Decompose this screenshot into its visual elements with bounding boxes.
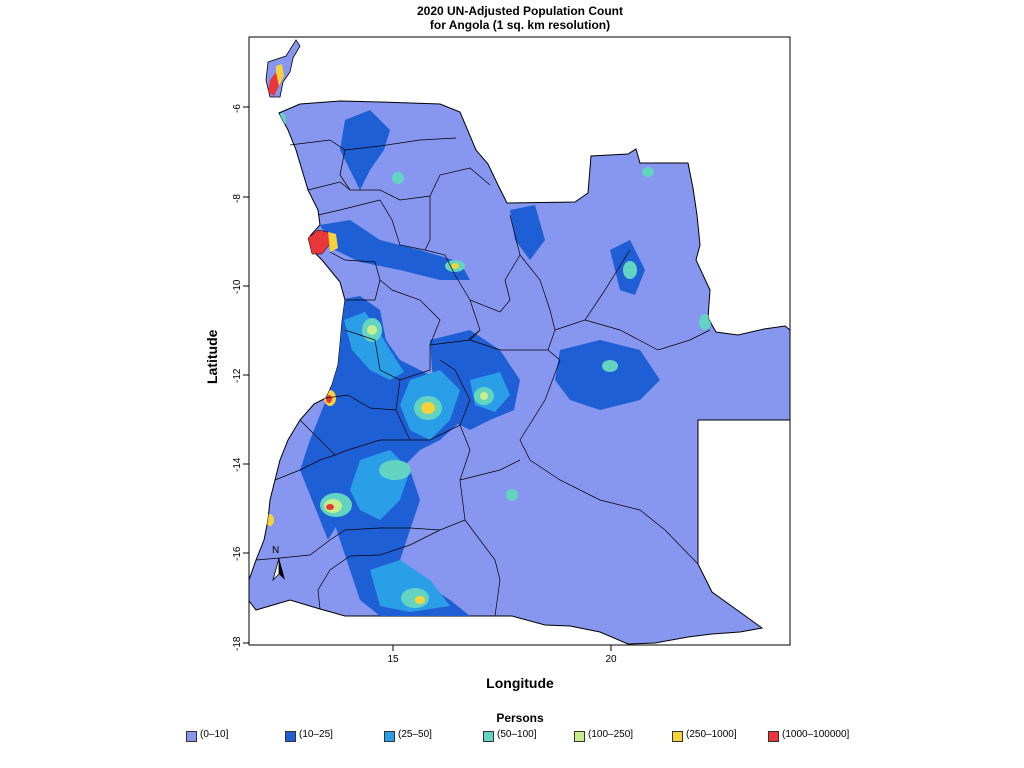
legend-swatch xyxy=(186,731,197,742)
legend-label: (0–10] xyxy=(200,729,229,740)
boundary-line xyxy=(317,529,441,610)
map-hotspot-cabinda xyxy=(268,72,279,96)
y-tick-label: -12 xyxy=(232,368,243,383)
y-axis xyxy=(243,106,250,645)
map-hotspot-south-band xyxy=(379,460,411,480)
x-axis xyxy=(392,644,612,651)
boundary-line xyxy=(344,329,431,381)
y-tick-label: -18 xyxy=(232,636,243,651)
map-title-line-2: for Angola (1 sq. km resolution) xyxy=(429,18,611,32)
map-mainland xyxy=(248,100,791,645)
boundary-line xyxy=(459,459,521,481)
legend-label: (10–25] xyxy=(299,729,333,740)
map-hotspot-malanje-core xyxy=(451,263,459,269)
map-hotspot-east xyxy=(602,360,618,372)
north-arrow-icon xyxy=(272,557,285,582)
legend-swatch xyxy=(285,731,296,742)
boundary-line xyxy=(345,279,381,301)
map-hotspot-menongue xyxy=(506,489,518,501)
y-tick-label: -8 xyxy=(232,194,243,203)
map-region-angola xyxy=(248,100,791,645)
x-tick-label: 15 xyxy=(387,654,399,665)
map-hotspot-luanda-rim xyxy=(328,232,338,252)
y-axis-label: Latitude xyxy=(204,329,220,384)
y-tick-label: -14 xyxy=(232,457,243,472)
boundary-line xyxy=(317,199,381,216)
map-hotspot-coast-mid-core xyxy=(367,325,377,335)
legend-swatch xyxy=(574,731,585,742)
legend-label: (25–50] xyxy=(398,729,432,740)
boundary-line xyxy=(307,181,351,191)
legend-swatch xyxy=(768,731,779,742)
map-density-ne-spot xyxy=(510,205,545,260)
map-hotspot-ondjiva-core xyxy=(415,596,425,604)
legend-label: (50–100] xyxy=(497,729,537,740)
boundary-line xyxy=(391,289,481,346)
map-density-coast-mid xyxy=(344,312,404,380)
boundary-line xyxy=(519,254,556,351)
legend-swatch xyxy=(672,731,683,742)
map-density-south-lower xyxy=(370,560,450,612)
legend-title: Persons xyxy=(496,711,544,725)
boundary-line xyxy=(325,394,397,411)
boundary-line xyxy=(339,149,491,201)
boundary-line xyxy=(464,519,501,617)
y-tick-label: -6 xyxy=(232,104,243,113)
legend-label: (100–250] xyxy=(588,729,634,740)
boundary-line xyxy=(519,439,699,565)
map-density-luanda-belt xyxy=(320,220,470,280)
y-tick-label: -16 xyxy=(232,546,243,561)
x-axis-label: Longitude xyxy=(486,675,554,691)
province-boundaries xyxy=(255,137,711,617)
boundary-line xyxy=(469,339,561,441)
boundary-line xyxy=(424,214,521,313)
legend-label: (1000–100000] xyxy=(782,729,850,740)
map-hotspot-namibe xyxy=(266,514,274,526)
legend-label: (250–1000] xyxy=(686,729,737,740)
map-hotspot-ondjiva xyxy=(401,588,429,608)
x-tick-label: 20 xyxy=(605,654,617,665)
y-tick-label: -10 xyxy=(232,279,243,294)
boundary-line xyxy=(299,419,410,456)
map-hotspot-huambo-mid xyxy=(421,402,435,414)
map-hotspot-dundo xyxy=(642,167,654,177)
legend-swatch xyxy=(384,731,395,742)
map-hotspot-benguela-core xyxy=(326,395,332,403)
legend-swatch xyxy=(483,731,494,742)
map-hotspot-kuito-core xyxy=(480,392,488,400)
map-hotspot-northeast xyxy=(623,261,637,279)
boundary-line xyxy=(439,359,471,426)
map-density-east xyxy=(555,340,660,410)
map-hotspot-cabinda-rim xyxy=(276,64,284,86)
map-hotspot-luena-east xyxy=(699,314,711,330)
boundary-line xyxy=(255,527,410,561)
boundary-line xyxy=(409,424,471,531)
map-density-north xyxy=(340,110,390,190)
map-hotspot-north xyxy=(392,172,404,184)
boundary-line xyxy=(379,196,431,251)
legend: (0–10] (10–25] (25–50] (50–100] (100–250… xyxy=(186,729,886,745)
boundary-line xyxy=(329,251,393,291)
boundary-line xyxy=(274,454,336,481)
boundary-line xyxy=(554,249,631,331)
boundary-line xyxy=(289,137,457,151)
north-arrow-letter: N xyxy=(272,545,280,556)
boundary-line xyxy=(584,319,711,351)
map-hotspot-lubango-core xyxy=(326,504,334,510)
map-title-line-1: 2020 UN-Adjusted Population Count xyxy=(416,4,623,18)
